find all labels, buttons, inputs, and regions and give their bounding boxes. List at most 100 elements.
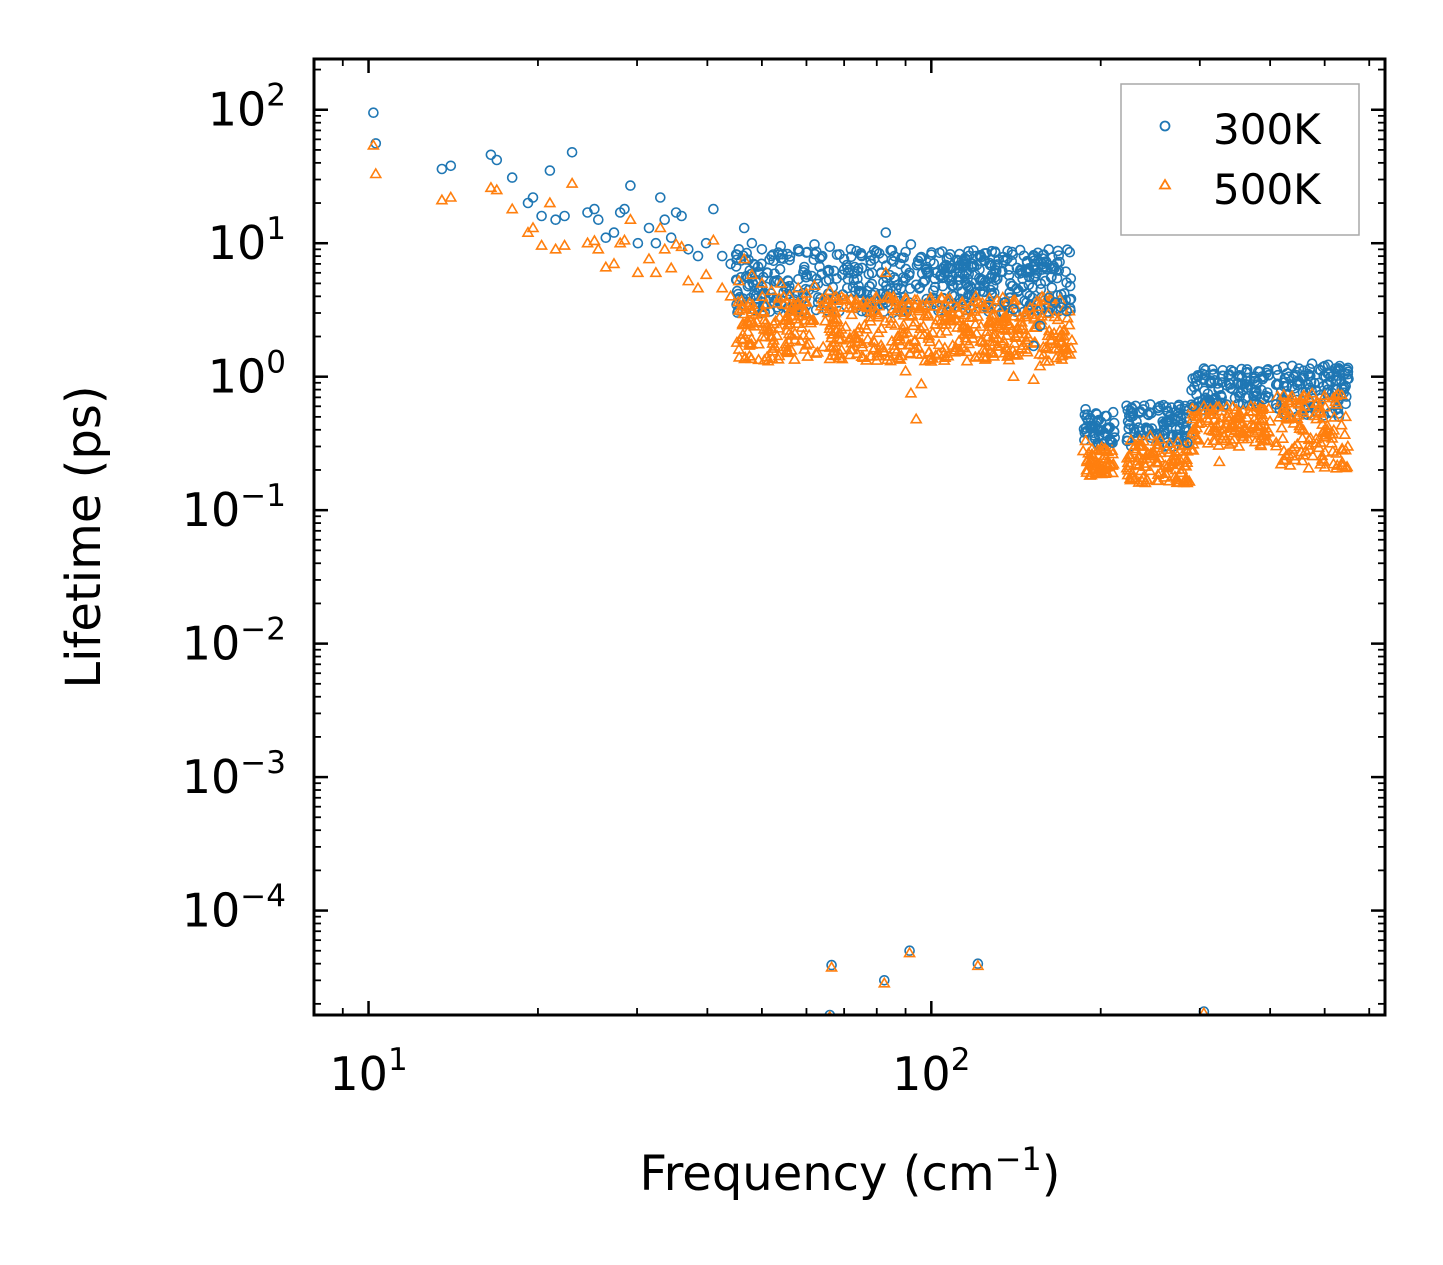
point-500k	[1159, 467, 1172, 479]
point-300k	[1232, 377, 1243, 389]
point-300k	[1008, 303, 1019, 315]
point-500k	[765, 284, 778, 296]
point-500k	[1153, 432, 1167, 444]
point-300k	[1181, 416, 1193, 428]
point-500k	[490, 183, 504, 195]
point-500k	[1186, 443, 1200, 455]
point-500k	[914, 377, 928, 389]
y-tick-label: 10−4	[182, 879, 286, 938]
point-500k	[745, 268, 759, 280]
point-500k	[854, 299, 868, 311]
point-300k	[816, 250, 828, 262]
point-500k	[1121, 468, 1135, 480]
point-500k	[1143, 429, 1157, 441]
point-500k	[1285, 389, 1299, 401]
point-300k	[1121, 400, 1132, 412]
point-500k	[1141, 446, 1155, 458]
point-300k	[871, 246, 883, 258]
point-300k	[1154, 400, 1166, 412]
point-500k	[903, 946, 916, 958]
point-300k	[550, 214, 561, 225]
point-500k	[1207, 408, 1221, 419]
point-500k	[649, 266, 663, 278]
point-500k	[1198, 1006, 1209, 1015]
point-500k	[1317, 424, 1330, 436]
point-500k	[966, 331, 980, 343]
point-500k	[913, 300, 926, 312]
point-500k	[1327, 391, 1340, 403]
point-300k	[1053, 250, 1064, 261]
point-500k	[738, 350, 752, 362]
point-500k	[1256, 402, 1270, 413]
plot-frame	[312, 57, 1387, 1017]
point-500k	[997, 334, 1011, 346]
point-300k	[1293, 363, 1305, 374]
point-300k	[1046, 282, 1058, 294]
point-500k	[920, 299, 934, 311]
point-500k	[743, 296, 756, 308]
point-500k	[834, 333, 848, 345]
point-500k	[877, 976, 891, 988]
point-300k	[1029, 261, 1041, 272]
point-300k	[784, 254, 795, 266]
point-500k	[843, 348, 857, 360]
point-300k	[892, 279, 904, 291]
point-500k	[624, 213, 637, 225]
point-300k	[436, 163, 448, 175]
point-300k	[1258, 371, 1270, 383]
point-500k	[888, 318, 902, 330]
point-500k	[1339, 410, 1353, 422]
point-300k	[566, 147, 578, 158]
point-500k	[808, 279, 821, 291]
point-500k	[952, 306, 966, 318]
point-300k	[1017, 273, 1028, 285]
point-500k	[903, 347, 917, 359]
point-300k	[1302, 368, 1314, 380]
point-500k	[948, 311, 962, 323]
point-500k	[543, 196, 557, 208]
point-500k	[981, 330, 995, 342]
point-500k	[998, 346, 1012, 358]
point-500k	[1177, 451, 1190, 463]
point-500k	[1091, 457, 1105, 469]
point-500k	[755, 290, 769, 301]
point-500k	[1240, 411, 1254, 423]
point-500k	[1054, 349, 1068, 361]
point-500k	[992, 300, 1005, 312]
point-300k	[1342, 362, 1354, 374]
point-500k	[1318, 460, 1332, 472]
point-500k	[1097, 460, 1111, 472]
y-tick-label: 10−2	[182, 612, 286, 671]
point-300k	[1099, 427, 1110, 439]
point-500k	[830, 294, 844, 306]
legend-label-300k: 300K	[1213, 105, 1322, 154]
point-300k	[865, 255, 876, 267]
point-500k	[824, 324, 838, 336]
point-300k	[1271, 378, 1283, 390]
point-500k	[752, 353, 765, 365]
point-500k	[760, 350, 774, 362]
point-300k	[809, 239, 820, 250]
point-300k	[506, 172, 518, 183]
point-500k	[970, 326, 983, 338]
point-500k	[675, 240, 689, 252]
point-300k	[962, 273, 973, 285]
point-500k	[618, 233, 631, 245]
point-500k	[1318, 389, 1332, 401]
point-300k	[608, 227, 620, 238]
point-500k	[745, 303, 759, 314]
point-500k	[732, 274, 746, 286]
point-500k	[778, 313, 792, 325]
legend-box	[1120, 83, 1360, 236]
point-500k	[1282, 410, 1296, 422]
point-500k	[484, 181, 498, 193]
point-500k	[844, 292, 858, 304]
point-500k	[730, 336, 744, 347]
point-500k	[816, 340, 830, 352]
point-500k	[774, 276, 788, 288]
point-500k	[526, 221, 540, 233]
point-300k	[559, 210, 570, 222]
point-300k	[1093, 414, 1105, 426]
point-500k	[1174, 466, 1188, 478]
point-500k	[800, 286, 813, 298]
